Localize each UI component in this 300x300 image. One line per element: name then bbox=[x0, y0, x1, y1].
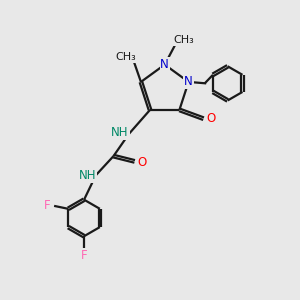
Text: NH: NH bbox=[79, 169, 96, 182]
Text: CH₃: CH₃ bbox=[116, 52, 136, 62]
Text: N: N bbox=[160, 58, 169, 71]
Text: O: O bbox=[137, 156, 147, 170]
Text: F: F bbox=[81, 248, 87, 262]
Text: CH₃: CH₃ bbox=[174, 35, 194, 45]
Text: N: N bbox=[184, 75, 193, 88]
Text: F: F bbox=[44, 200, 51, 212]
Text: NH: NH bbox=[111, 126, 129, 139]
Text: O: O bbox=[206, 112, 216, 125]
